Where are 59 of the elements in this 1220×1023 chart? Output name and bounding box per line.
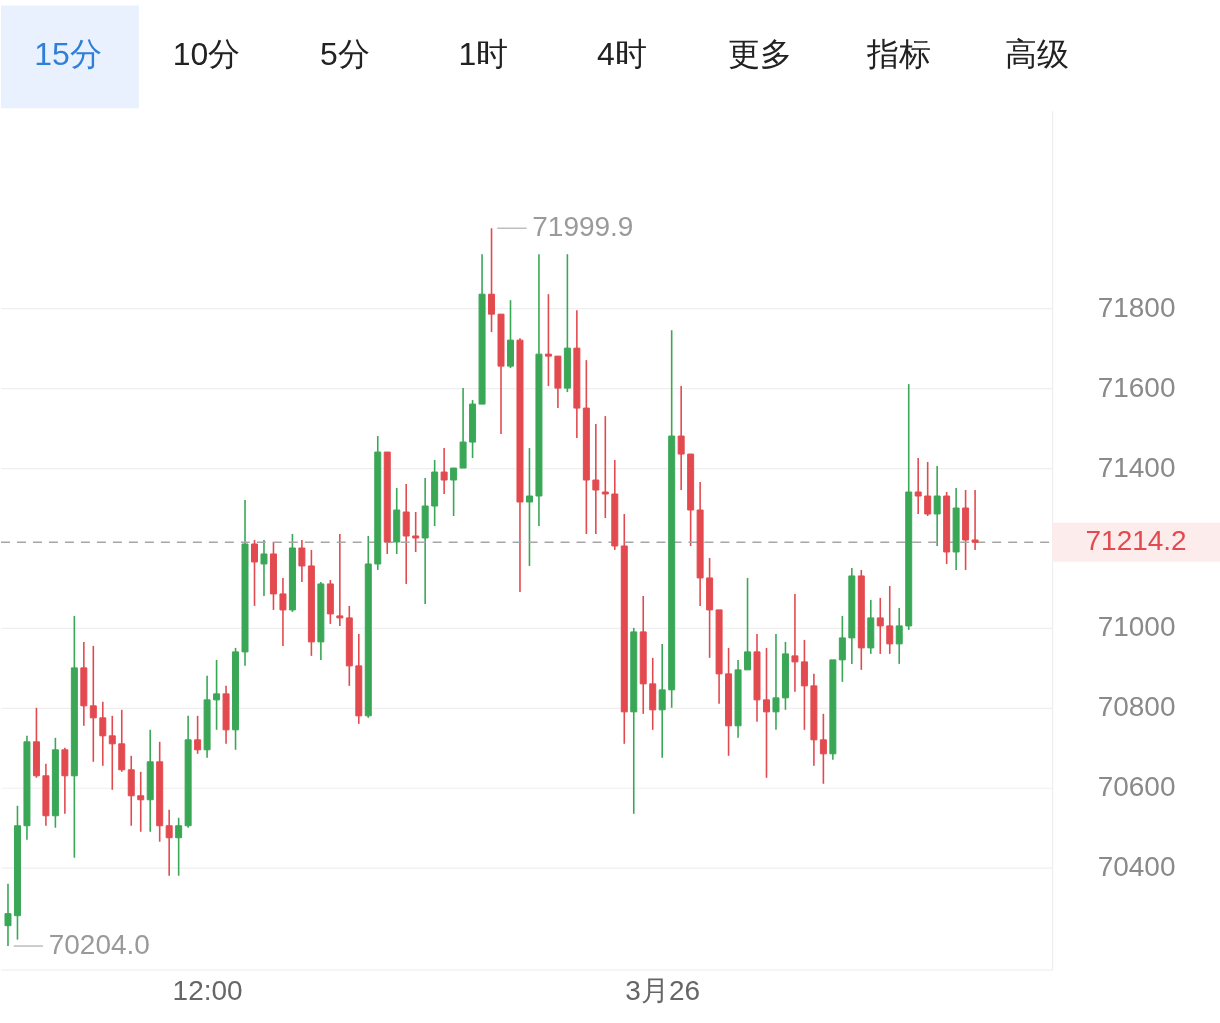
text: 1时: [458, 36, 509, 73]
y-tick-label: 70600: [1097, 771, 1176, 803]
candlestick: [402, 483, 410, 585]
annotation: 70204.0: [48, 929, 150, 961]
text: 15分: [34, 36, 102, 73]
candlestick: [89, 645, 97, 763]
y-tick-label: 71000: [1097, 611, 1176, 643]
x-tick-label: 12:00: [172, 975, 243, 1007]
candlestick: [4, 882, 12, 947]
candlestick: [744, 577, 752, 671]
candlestick: [601, 415, 609, 519]
text: 5分: [320, 36, 370, 73]
candlestick: [108, 715, 116, 791]
candlestick: [440, 447, 448, 495]
text: 高级: [1005, 36, 1070, 73]
candlestick: [933, 465, 941, 547]
text: 指标: [865, 36, 931, 73]
text: 4时: [597, 36, 647, 73]
ref-line-label: 71214.2: [1085, 525, 1187, 557]
candlestick: [791, 593, 799, 693]
candlestick: [838, 615, 846, 683]
candlestick: [99, 701, 107, 767]
candlestick: [763, 647, 770, 779]
candlestick: [971, 489, 979, 551]
candlestick: [175, 816, 183, 877]
candlestick: [772, 633, 780, 731]
candlestick: [800, 639, 808, 731]
candlestick: [876, 597, 884, 655]
candlestick: [592, 423, 600, 535]
y-tick-label: 70800: [1097, 691, 1176, 723]
candlestick: [279, 577, 287, 647]
candlestick: [137, 770, 145, 833]
candlestick: [165, 808, 173, 877]
y-tick-label: 70400: [1097, 851, 1176, 883]
candlestick: [895, 607, 903, 665]
candlestick: [924, 461, 932, 517]
candlestick: [544, 293, 552, 387]
y-tick-label: 71400: [1097, 451, 1176, 483]
candlestick: [298, 539, 306, 583]
candlestick: [488, 227, 496, 333]
candlestick: [412, 511, 420, 553]
text: 更多: [728, 36, 793, 73]
x-tick-label: 3月26: [625, 975, 701, 1007]
annotation: 71999.9: [532, 211, 634, 243]
candlestick: [251, 539, 258, 607]
candlestick: [336, 533, 344, 627]
y-tick-label: 71800: [1097, 291, 1176, 323]
y-tick-label: 71600: [1097, 371, 1176, 403]
candlestick: [886, 585, 894, 655]
candlestick: [525, 447, 533, 567]
candlestick: [260, 539, 268, 597]
candlestick: [658, 643, 666, 759]
text: 10分: [172, 36, 241, 73]
candlestick: [194, 715, 202, 755]
candlestick: [914, 457, 922, 515]
candlestick: [213, 659, 221, 731]
candlestick: [819, 713, 827, 785]
candlestick: [677, 385, 685, 491]
candlestick: [450, 467, 458, 517]
